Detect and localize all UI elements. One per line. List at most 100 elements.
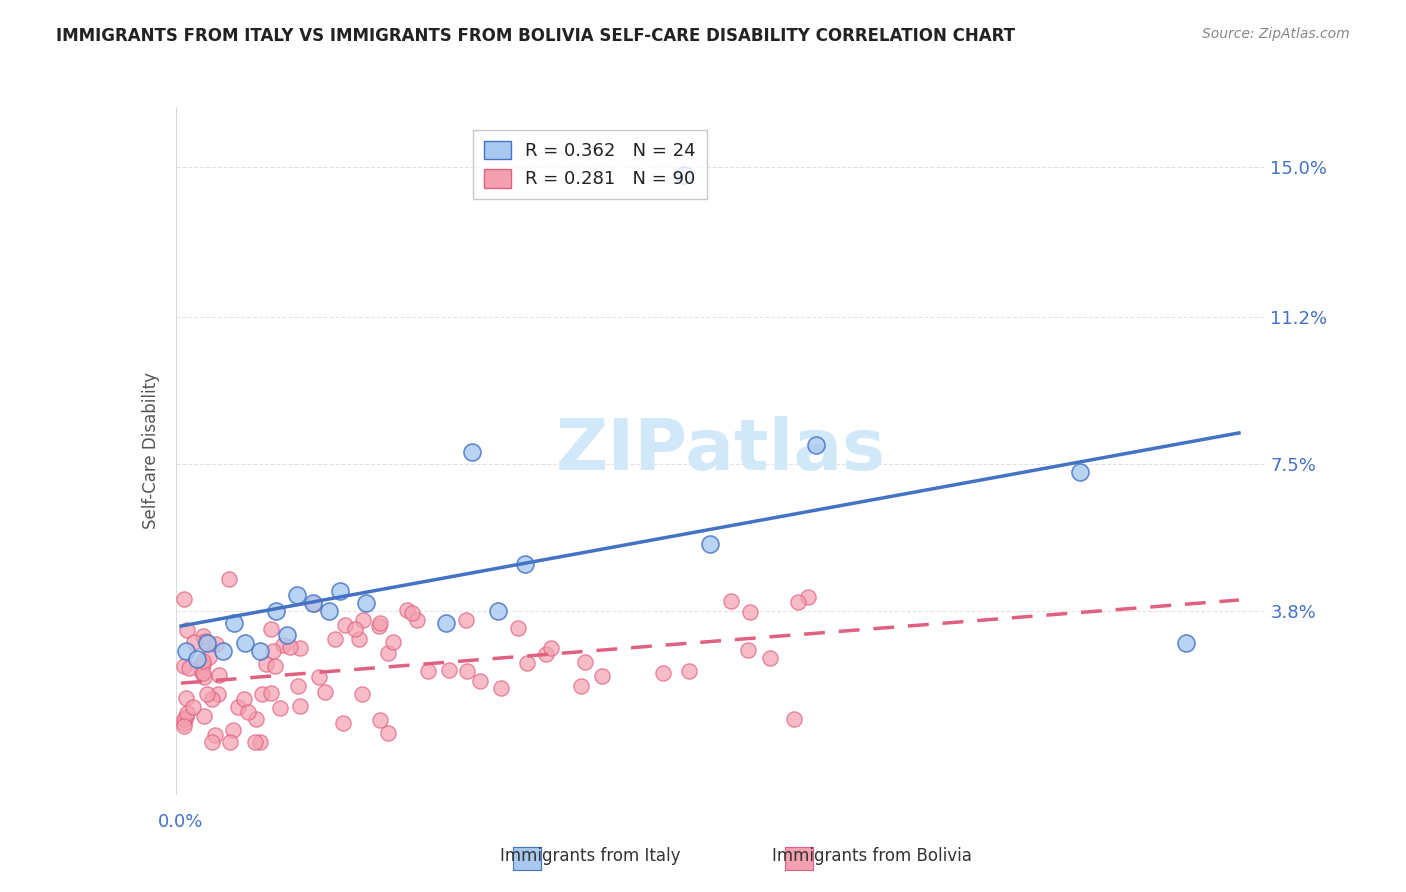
Point [278,640,301,654]
Point [353,613,375,627]
Point [208,667,231,681]
Point [173,716,195,731]
Point [456,665,478,679]
Point [699,537,721,551]
Point [245,712,267,726]
Point [344,622,367,636]
Point [176,623,198,637]
Text: Immigrants from Bolivia: Immigrants from Bolivia [772,847,972,865]
Point [218,735,240,749]
Point [486,604,509,618]
Point [193,708,215,723]
Point [720,594,742,608]
Point [176,691,198,706]
Point [759,651,782,665]
Point [377,646,399,660]
Text: IMMIGRANTS FROM ITALY VS IMMIGRANTS FROM BOLIVIA SELF-CARE DISABILITY CORRELATIO: IMMIGRANTS FROM ITALY VS IMMIGRANTS FROM… [56,27,1015,45]
Point [489,681,512,695]
Point [287,679,309,693]
Point [173,658,195,673]
Point [205,637,228,651]
Point [308,670,330,684]
Point [416,665,439,679]
Point [173,712,195,726]
Point [173,592,195,607]
Point [183,635,205,649]
Point [368,615,391,630]
Point [354,596,377,610]
Point [193,670,215,684]
Point [406,613,429,627]
Point [195,687,218,701]
Point [186,652,208,666]
Point [332,716,354,731]
Point [287,588,309,602]
Point [461,445,484,459]
Point [212,644,235,658]
Point [569,679,592,693]
Text: Source: ZipAtlas.com: Source: ZipAtlas.com [1202,27,1350,41]
Point [262,644,284,658]
Point [288,699,311,714]
Point [181,700,204,714]
Point [318,604,340,618]
Point [352,688,374,702]
Point [198,650,221,665]
Y-axis label: Self-Care Disability: Self-Care Disability [142,372,160,529]
Point [176,644,198,658]
Point [591,668,613,682]
Point [191,629,214,643]
Point [222,616,245,631]
Point [329,584,352,599]
Point [233,692,256,706]
Point [335,617,357,632]
Point [678,664,700,678]
Point [513,557,536,571]
Point [347,632,370,646]
Point [737,642,759,657]
Point [193,634,215,648]
Point [325,632,347,646]
Legend: R = 0.362   N = 24, R = 0.281   N = 90: R = 0.362 N = 24, R = 0.281 N = 90 [472,130,707,199]
Point [193,665,215,680]
Text: Immigrants from Italy: Immigrants from Italy [501,847,681,865]
Text: 0.0%: 0.0% [159,814,204,831]
Point [536,647,558,661]
Point [787,595,810,609]
Point [222,723,245,738]
Point [783,712,806,726]
Point [456,613,478,627]
Point [233,636,256,650]
Point [1175,636,1198,650]
Point [377,725,399,739]
Point [368,713,391,727]
Point [201,692,224,706]
Point [302,596,325,610]
Point [276,628,298,642]
Point [173,719,195,733]
Point [236,705,259,719]
Point [254,657,277,672]
Point [190,664,212,678]
Point [516,656,538,670]
Point [672,168,695,182]
Point [179,661,201,675]
Point [260,623,283,637]
Point [218,573,240,587]
Point [204,728,226,742]
Point [176,706,198,721]
Point [207,687,229,701]
Point [174,709,197,723]
Point [264,604,287,618]
Point [249,644,271,658]
Point [264,659,287,673]
Point [193,658,215,673]
Point [243,735,266,749]
Point [290,640,312,655]
Point [1069,465,1091,479]
Point [738,605,761,619]
Point [468,673,491,688]
Point [401,606,423,620]
Point [269,701,291,715]
Point [252,687,274,701]
